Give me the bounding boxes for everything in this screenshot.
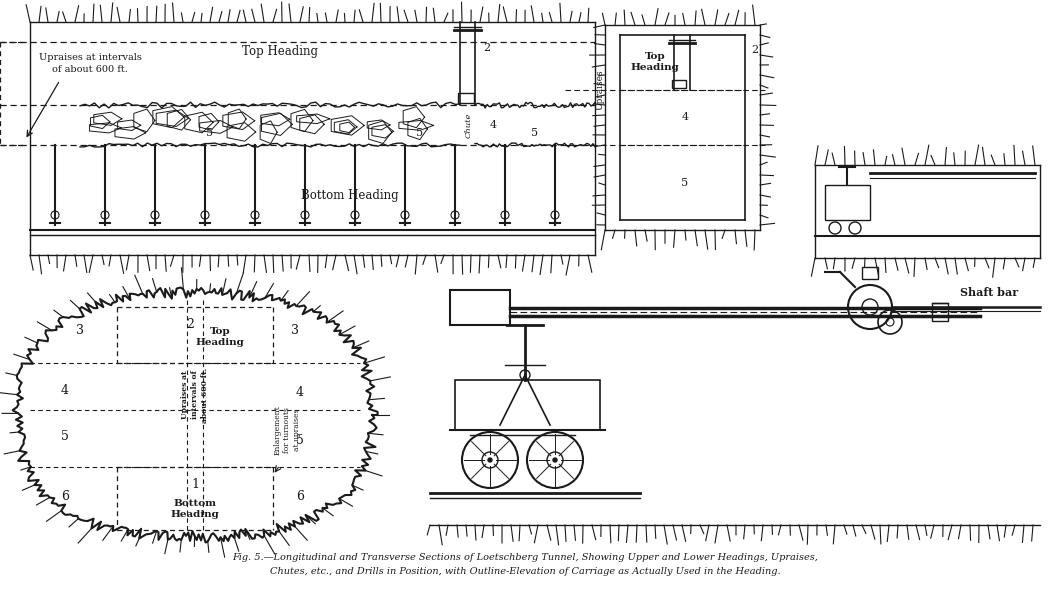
Text: 1: 1	[191, 478, 200, 491]
Bar	[825, 185, 870, 220]
Text: Fig. 5.—Longitudinal and Transverse Sections of Loetschberg Tunnel, Showing Uppe: Fig. 5.—Longitudinal and Transverse Sect…	[232, 553, 818, 562]
Bar	[450, 290, 510, 325]
Text: 4: 4	[61, 384, 69, 396]
Text: Top
Heading: Top Heading	[631, 53, 679, 72]
Text: Bottom
Heading: Bottom Heading	[170, 499, 219, 519]
Text: 5: 5	[207, 128, 213, 138]
Text: 2: 2	[752, 45, 758, 55]
Text: Bottom Heading: Bottom Heading	[301, 188, 399, 202]
Text: Chute: Chute	[464, 112, 473, 137]
Text: 6: 6	[61, 490, 69, 503]
Text: Top Heading: Top Heading	[242, 45, 318, 58]
Bar	[862, 267, 878, 279]
Text: Upraises: Upraises	[595, 70, 605, 110]
Text: 4: 4	[489, 120, 497, 130]
Circle shape	[488, 458, 492, 462]
Bar	[672, 80, 686, 88]
Text: Chutes, etc., and Drills in Position, with Outline-Elevation of Carriage as Actu: Chutes, etc., and Drills in Position, wi…	[270, 568, 780, 576]
Text: 4: 4	[681, 113, 689, 123]
Text: 3: 3	[76, 323, 84, 336]
Text: 3: 3	[291, 323, 299, 336]
Bar	[455, 380, 600, 430]
Text: 5: 5	[681, 178, 689, 188]
Circle shape	[553, 458, 556, 462]
Bar	[458, 93, 474, 103]
Text: 2: 2	[483, 43, 490, 53]
Text: Top
Heading: Top Heading	[195, 327, 245, 347]
Text: of about 600 ft.: of about 600 ft.	[52, 65, 128, 74]
Text: Upraises at intervals: Upraises at intervals	[39, 54, 142, 63]
Text: 2: 2	[186, 319, 194, 332]
Text: 5: 5	[296, 434, 303, 447]
Text: Enlargement
for turnouts
at upraises: Enlargement for turnouts at upraises	[273, 405, 300, 455]
Text: 6: 6	[296, 490, 304, 503]
Text: 4: 4	[296, 386, 304, 399]
Text: 5: 5	[417, 128, 423, 138]
Text: 5: 5	[531, 128, 539, 138]
Text: Shaft bar: Shaft bar	[960, 287, 1018, 297]
Bar	[932, 303, 948, 321]
Text: 5: 5	[61, 431, 69, 444]
Text: Upraises at
intervals of
about 600 ft.: Upraises at intervals of about 600 ft.	[182, 368, 209, 422]
